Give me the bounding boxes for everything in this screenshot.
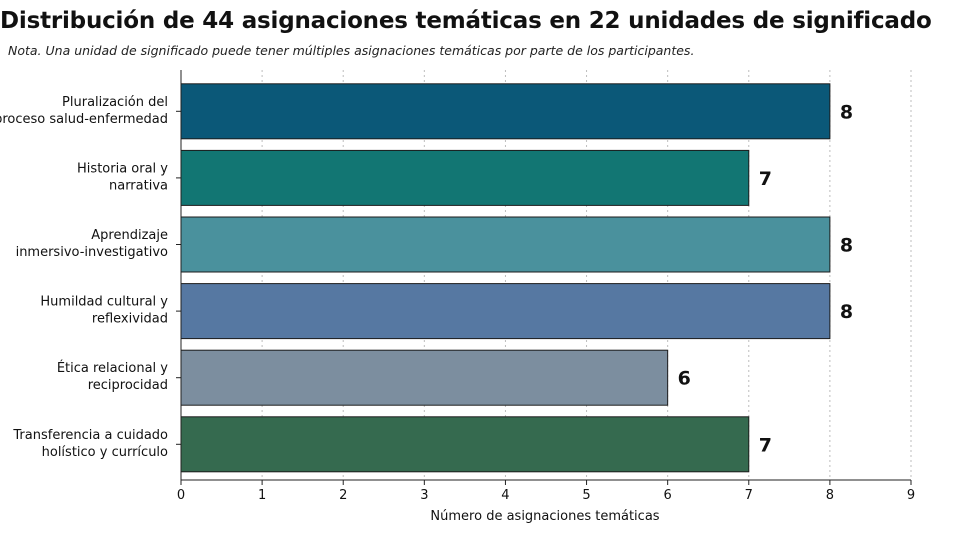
category-label: Aprendizaje — [91, 228, 168, 243]
category-label: holístico y currículo — [42, 445, 168, 460]
bars — [180, 83, 831, 473]
x-tick-label: 6 — [664, 488, 672, 503]
x-tick-label: 3 — [420, 488, 428, 503]
bar — [180, 416, 750, 473]
value-label: 7 — [759, 434, 772, 456]
value-label: 8 — [840, 235, 853, 257]
category-label: Pluralización del — [62, 95, 168, 110]
category-label: Ética relacional y — [57, 360, 168, 376]
chart-note: Nota. Una unidad de significado puede te… — [8, 43, 695, 58]
bar — [180, 216, 831, 273]
axes: 0 1 2 3 4 5 6 7 8 9 — [176, 70, 915, 503]
category-label: proceso salud-enfermedad — [0, 112, 168, 127]
category-label: reciprocidad — [88, 378, 168, 393]
x-tick-label: 5 — [582, 488, 590, 503]
x-tick-label: 7 — [745, 488, 753, 503]
category-label: Historia oral y — [77, 161, 168, 176]
value-label: 7 — [759, 168, 772, 190]
category-label: narrativa — [109, 178, 168, 193]
x-tick-label: 2 — [339, 488, 347, 503]
bar — [180, 149, 750, 206]
x-tick-label: 4 — [501, 488, 509, 503]
x-tick-label: 1 — [258, 488, 266, 503]
x-tick-label: 0 — [177, 488, 185, 503]
grid-lines — [261, 70, 912, 480]
bar — [180, 349, 669, 406]
x-tick-label: 8 — [826, 488, 834, 503]
chart-title: Distribución de 44 asignaciones temática… — [0, 8, 932, 34]
value-labels: 8 7 8 8 6 7 — [678, 101, 853, 456]
category-labels: Pluralización del proceso salud-enfermeda… — [0, 95, 168, 460]
value-label: 6 — [678, 368, 691, 390]
category-label: Transferencia a cuidado — [12, 428, 168, 443]
category-label: inmersivo-investigativo — [16, 245, 168, 260]
value-label: 8 — [840, 101, 853, 123]
bar — [180, 83, 831, 140]
category-label: reflexividad — [92, 312, 168, 327]
category-label: Humildad cultural y — [40, 295, 168, 310]
x-tick-label: 9 — [907, 488, 915, 503]
x-axis-label: Número de asignaciones temáticas — [430, 509, 659, 524]
bar — [180, 283, 831, 340]
value-label: 8 — [840, 301, 853, 323]
